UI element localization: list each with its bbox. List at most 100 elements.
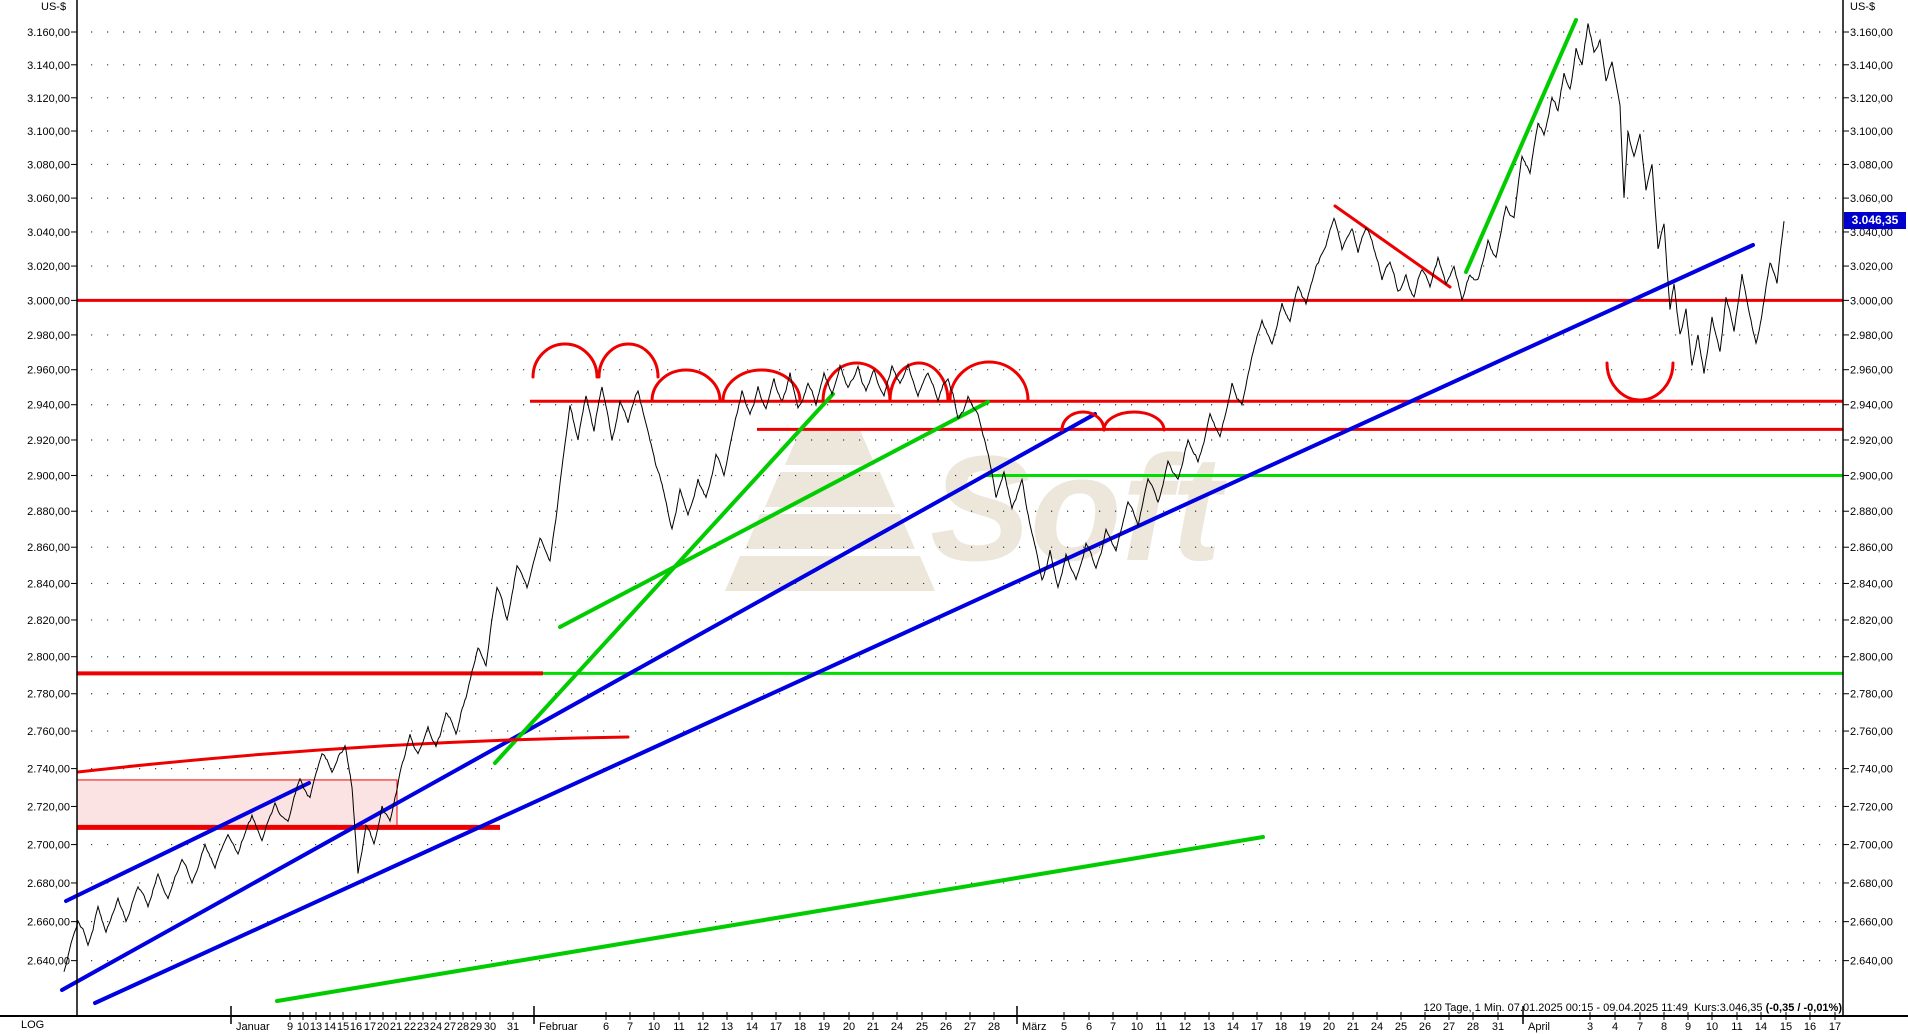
svg-text:März: März	[1022, 1021, 1046, 1033]
svg-text:2.860,00: 2.860,00	[27, 542, 70, 554]
svg-text:2.920,00: 2.920,00	[27, 435, 70, 447]
svg-text:3.140,00: 3.140,00	[1850, 60, 1893, 72]
svg-text:Soft: Soft	[930, 424, 1228, 592]
svg-text:2.940,00: 2.940,00	[1850, 400, 1893, 412]
svg-text:2.640,00: 2.640,00	[1850, 956, 1893, 968]
svg-text:18: 18	[1275, 1021, 1287, 1033]
svg-text:2.660,00: 2.660,00	[1850, 917, 1893, 929]
svg-text:27: 27	[964, 1021, 976, 1033]
svg-text:21: 21	[1347, 1021, 1359, 1033]
svg-text:2.900,00: 2.900,00	[27, 470, 70, 482]
svg-text:25: 25	[1395, 1021, 1407, 1033]
svg-text:18: 18	[794, 1021, 806, 1033]
svg-text:2.700,00: 2.700,00	[1850, 840, 1893, 852]
svg-text:13: 13	[310, 1021, 322, 1033]
svg-text:2.940,00: 2.940,00	[27, 400, 70, 412]
svg-text:2.800,00: 2.800,00	[1850, 652, 1893, 664]
svg-text:16: 16	[350, 1021, 362, 1033]
svg-text:24: 24	[891, 1021, 903, 1033]
svg-text:3.020,00: 3.020,00	[1850, 261, 1893, 273]
svg-text:3.000,00: 3.000,00	[27, 295, 70, 307]
svg-text:15: 15	[337, 1021, 349, 1033]
svg-text:2.980,00: 2.980,00	[27, 330, 70, 342]
svg-text:3.060,00: 3.060,00	[27, 193, 70, 205]
svg-text:17: 17	[364, 1021, 376, 1033]
y-axis-unit-left: US-$	[41, 1, 67, 13]
svg-text:2.840,00: 2.840,00	[27, 578, 70, 590]
svg-text:2.820,00: 2.820,00	[27, 615, 70, 627]
svg-text:3.020,00: 3.020,00	[27, 261, 70, 273]
svg-text:2.780,00: 2.780,00	[27, 689, 70, 701]
svg-text:2.740,00: 2.740,00	[27, 764, 70, 776]
svg-text:31: 31	[1492, 1021, 1504, 1033]
svg-text:6: 6	[1086, 1021, 1092, 1033]
svg-text:2.740,00: 2.740,00	[1850, 764, 1893, 776]
svg-text:29: 29	[470, 1021, 482, 1033]
y-axis-unit-right: US-$	[1850, 1, 1876, 13]
svg-text:22: 22	[404, 1021, 416, 1033]
svg-text:27: 27	[1443, 1021, 1455, 1033]
svg-text:3.000,00: 3.000,00	[1850, 295, 1893, 307]
svg-text:2.660,00: 2.660,00	[27, 917, 70, 929]
svg-text:12: 12	[697, 1021, 709, 1033]
svg-text:3.100,00: 3.100,00	[27, 126, 70, 138]
svg-text:16: 16	[1804, 1021, 1816, 1033]
status-change-text: (-0,35 / -0,01%)	[1765, 1002, 1842, 1014]
svg-text:2.900,00: 2.900,00	[1850, 470, 1893, 482]
svg-text:7: 7	[1637, 1021, 1643, 1033]
svg-text:3.060,00: 3.060,00	[1850, 193, 1893, 205]
svg-text:28: 28	[988, 1021, 1000, 1033]
svg-text:31: 31	[507, 1021, 519, 1033]
svg-text:3: 3	[1587, 1021, 1593, 1033]
svg-text:14: 14	[1227, 1021, 1239, 1033]
svg-text:6: 6	[603, 1021, 609, 1033]
svg-text:14: 14	[746, 1021, 758, 1033]
svg-text:7: 7	[627, 1021, 633, 1033]
svg-text:2.760,00: 2.760,00	[27, 726, 70, 738]
svg-text:15: 15	[1780, 1021, 1792, 1033]
svg-text:26: 26	[940, 1021, 952, 1033]
svg-text:2.840,00: 2.840,00	[1850, 578, 1893, 590]
svg-text:2.720,00: 2.720,00	[27, 801, 70, 813]
svg-text:30: 30	[484, 1021, 496, 1033]
log-scale-label: LOG	[21, 1019, 45, 1031]
svg-text:2.780,00: 2.780,00	[1850, 689, 1893, 701]
svg-text:10: 10	[1706, 1021, 1718, 1033]
svg-text:Februar: Februar	[539, 1021, 578, 1033]
svg-text:3.080,00: 3.080,00	[1850, 159, 1893, 171]
svg-text:20: 20	[843, 1021, 855, 1033]
svg-text:28: 28	[1467, 1021, 1479, 1033]
svg-text:3.100,00: 3.100,00	[1850, 126, 1893, 138]
svg-text:10: 10	[1131, 1021, 1143, 1033]
svg-text:4: 4	[1612, 1021, 1618, 1033]
svg-text:2.980,00: 2.980,00	[1850, 330, 1893, 342]
svg-text:April: April	[1528, 1021, 1550, 1033]
svg-text:3.160,00: 3.160,00	[27, 27, 70, 39]
svg-text:7: 7	[1110, 1021, 1116, 1033]
svg-text:3.040,00: 3.040,00	[1850, 227, 1893, 239]
svg-text:2.760,00: 2.760,00	[1850, 726, 1893, 738]
svg-text:9: 9	[287, 1021, 293, 1033]
status-text: 120 Tage, 1 Min. 07.01.2025 00:15 - 09.0…	[1423, 1002, 1766, 1014]
svg-text:21: 21	[390, 1021, 402, 1033]
svg-text:24: 24	[1371, 1021, 1383, 1033]
svg-text:19: 19	[818, 1021, 830, 1033]
svg-text:27: 27	[444, 1021, 456, 1033]
svg-text:17: 17	[1251, 1021, 1263, 1033]
svg-text:25: 25	[916, 1021, 928, 1033]
svg-text:2.700,00: 2.700,00	[27, 840, 70, 852]
svg-text:10: 10	[648, 1021, 660, 1033]
svg-text:3.160,00: 3.160,00	[1850, 27, 1893, 39]
svg-text:2.860,00: 2.860,00	[1850, 542, 1893, 554]
svg-text:20: 20	[377, 1021, 389, 1033]
svg-text:2.920,00: 2.920,00	[1850, 435, 1893, 447]
svg-text:3.080,00: 3.080,00	[27, 159, 70, 171]
svg-text:20: 20	[1323, 1021, 1335, 1033]
svg-text:3.120,00: 3.120,00	[27, 93, 70, 105]
svg-text:2.880,00: 2.880,00	[1850, 506, 1893, 518]
svg-text:2.680,00: 2.680,00	[27, 878, 70, 890]
svg-text:13: 13	[1203, 1021, 1215, 1033]
svg-text:17: 17	[770, 1021, 782, 1033]
